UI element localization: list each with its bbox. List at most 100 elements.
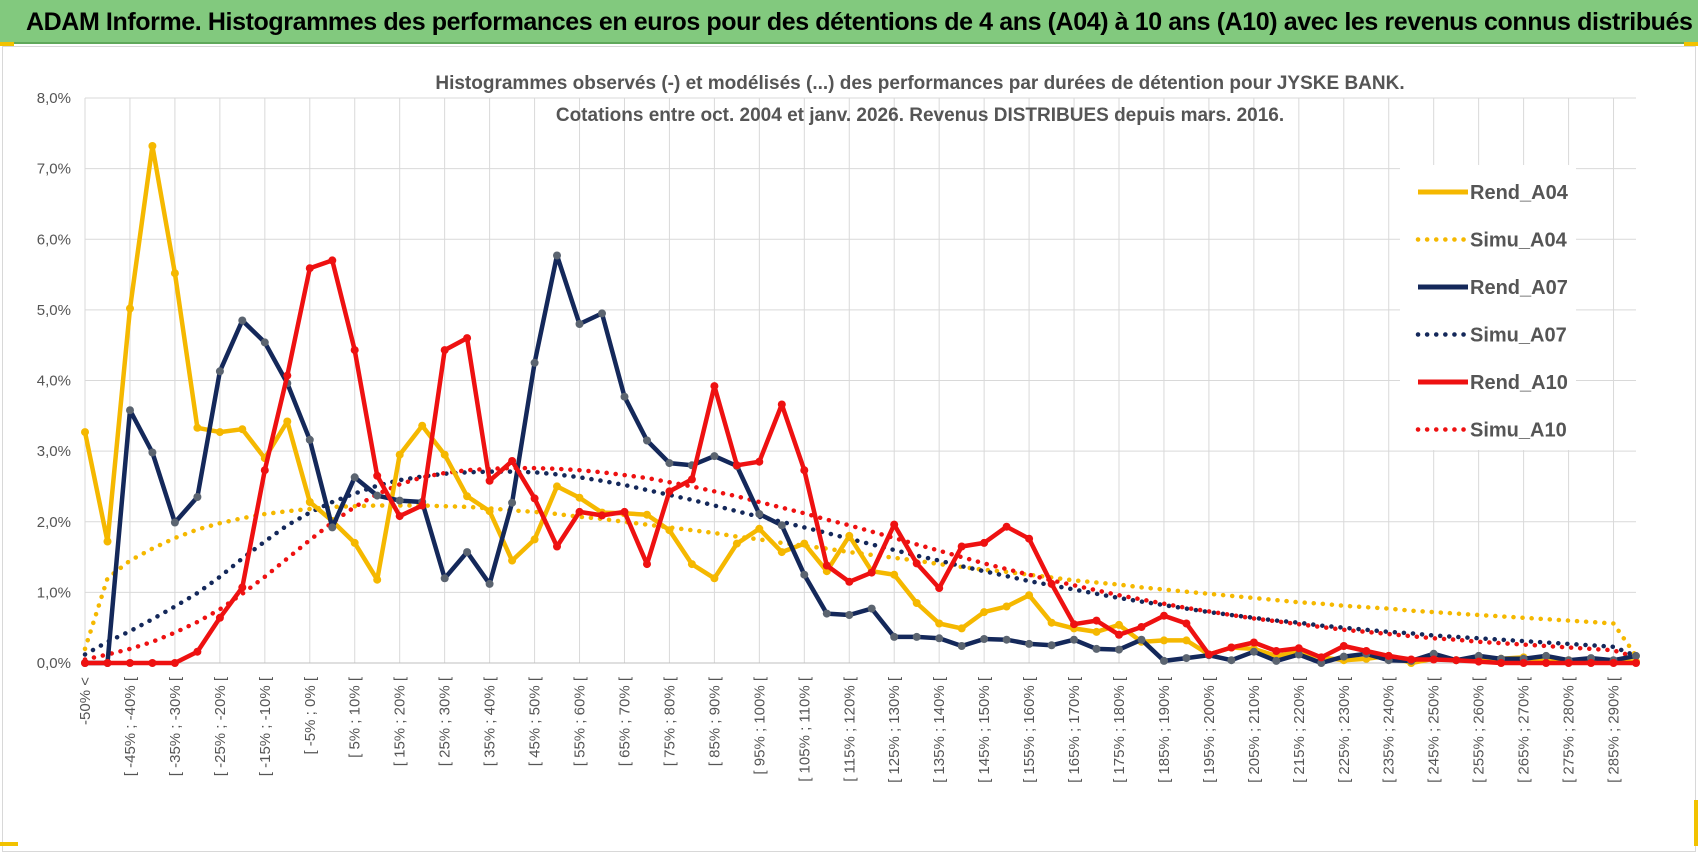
series-line — [82, 465, 1639, 662]
x-tick-label: [ 195% ; 200% [ — [1201, 676, 1218, 783]
data-point — [193, 493, 202, 501]
x-tick-label: [ 65% ; 70% [ — [616, 676, 633, 766]
data-point — [867, 568, 876, 577]
data-point — [463, 492, 472, 501]
data-point — [170, 518, 179, 527]
y-tick-label: 4,0% — [37, 373, 71, 390]
data-point — [777, 548, 786, 557]
legend-label: Simu_A10 — [1470, 420, 1567, 442]
data-point — [148, 448, 157, 457]
data-point — [1115, 645, 1123, 654]
data-point — [418, 501, 427, 510]
data-point — [980, 538, 989, 547]
legend-entry-Rend_A04: Rend_A04 — [1418, 182, 1569, 204]
data-point — [508, 498, 517, 507]
data-point — [81, 428, 89, 437]
data-point — [485, 579, 494, 588]
x-tick-label: [ 225% ; 230% [ — [1336, 676, 1353, 783]
data-point — [1227, 656, 1236, 665]
x-tick-label: [ 5% ; 10% [ — [347, 676, 364, 758]
data-point — [1339, 652, 1348, 661]
data-point — [238, 316, 247, 325]
data-point — [1002, 602, 1011, 611]
x-tick-label: -50% < — [77, 677, 94, 725]
legend-entry-Rend_A10: Rend_A10 — [1418, 372, 1568, 394]
data-point — [935, 619, 944, 628]
data-point — [260, 466, 269, 475]
legend-label: Rend_A07 — [1470, 277, 1568, 299]
x-tick-label: [ 205% ; 210% [ — [1246, 676, 1263, 783]
data-point — [305, 264, 314, 273]
data-point — [755, 457, 764, 466]
data-point — [1587, 659, 1595, 667]
x-tick-label: [ 285% ; 290% [ — [1606, 676, 1623, 783]
legend-label: Rend_A04 — [1470, 182, 1569, 204]
data-point — [1362, 647, 1371, 655]
data-point — [373, 575, 382, 584]
data-point — [912, 559, 921, 568]
data-point — [1160, 656, 1168, 665]
data-point — [238, 583, 247, 592]
data-point — [1317, 659, 1326, 667]
series-Rend_A10 — [81, 256, 1640, 667]
series-Simu_A07 — [82, 469, 1639, 659]
data-point — [350, 473, 359, 482]
data-point — [867, 604, 876, 613]
data-point — [126, 304, 134, 313]
data-point — [845, 531, 854, 540]
data-point — [710, 452, 719, 461]
legend-background — [1400, 165, 1576, 450]
data-point — [912, 632, 921, 641]
x-tick-label: [ 85% ; 90% [ — [706, 676, 723, 766]
series-line — [82, 469, 1639, 659]
data-point — [1002, 522, 1011, 531]
data-point — [1519, 659, 1528, 667]
x-tick-label: [ 75% ; 80% [ — [661, 676, 678, 766]
series-line — [85, 258, 1636, 666]
data-point — [1452, 656, 1461, 665]
data-point — [1070, 635, 1078, 644]
data-point — [1092, 627, 1101, 636]
grid-lines — [84, 97, 1636, 664]
x-tick-label: [ -25% ; -20% [ — [212, 676, 229, 776]
x-tick-label: [ 95% ; 100% [ — [751, 676, 768, 774]
data-point — [1160, 611, 1168, 620]
data-point — [1137, 623, 1146, 631]
data-point — [1182, 636, 1191, 645]
data-point — [553, 482, 561, 491]
data-point — [1542, 659, 1551, 667]
data-point — [777, 400, 786, 409]
data-point — [1070, 620, 1078, 629]
data-point — [1609, 659, 1618, 667]
data-point — [957, 642, 966, 650]
data-point — [732, 461, 741, 470]
data-point — [665, 526, 674, 535]
chart-title-line-2: Cotations entre oct. 2004 et janv. 2026.… — [556, 105, 1284, 126]
corner-marker-top-left — [0, 42, 14, 46]
data-point — [845, 611, 854, 619]
data-point — [485, 507, 494, 516]
data-point — [643, 560, 651, 569]
legend-entry-Simu_A10: Simu_A10 — [1415, 420, 1567, 442]
x-tick-label: [ 35% ; 40% [ — [482, 676, 499, 766]
x-tick-label: [ 125% ; 130% [ — [886, 676, 903, 783]
data-point — [1317, 653, 1326, 662]
x-tick-label: [ 245% ; 250% [ — [1426, 676, 1443, 783]
data-point — [1294, 644, 1303, 653]
data-point — [643, 510, 651, 519]
x-tick-label: [ 115% ; 120% [ — [841, 676, 858, 782]
x-tick-label: [ 15% ; 20% [ — [392, 676, 409, 766]
series-Rend_A07 — [81, 251, 1640, 667]
series-Simu_A10 — [82, 465, 1639, 662]
data-point — [148, 142, 157, 150]
data-point — [1047, 641, 1056, 650]
x-tick-label: [ 145% ; 150% [ — [976, 676, 993, 783]
data-point — [1272, 647, 1281, 655]
data-point — [395, 496, 404, 505]
x-axis: -50% < [ -45% ; -40% [[ -35% ; -30% [[ -2… — [77, 662, 1636, 783]
legend: Rend_A04 Simu_A04 Rend_A07 Simu_A07 Rend_A10… — [1400, 165, 1576, 450]
x-tick-label: [ 275% ; 280% [ — [1561, 676, 1578, 783]
data-point — [980, 608, 989, 617]
data-point — [1474, 657, 1483, 666]
